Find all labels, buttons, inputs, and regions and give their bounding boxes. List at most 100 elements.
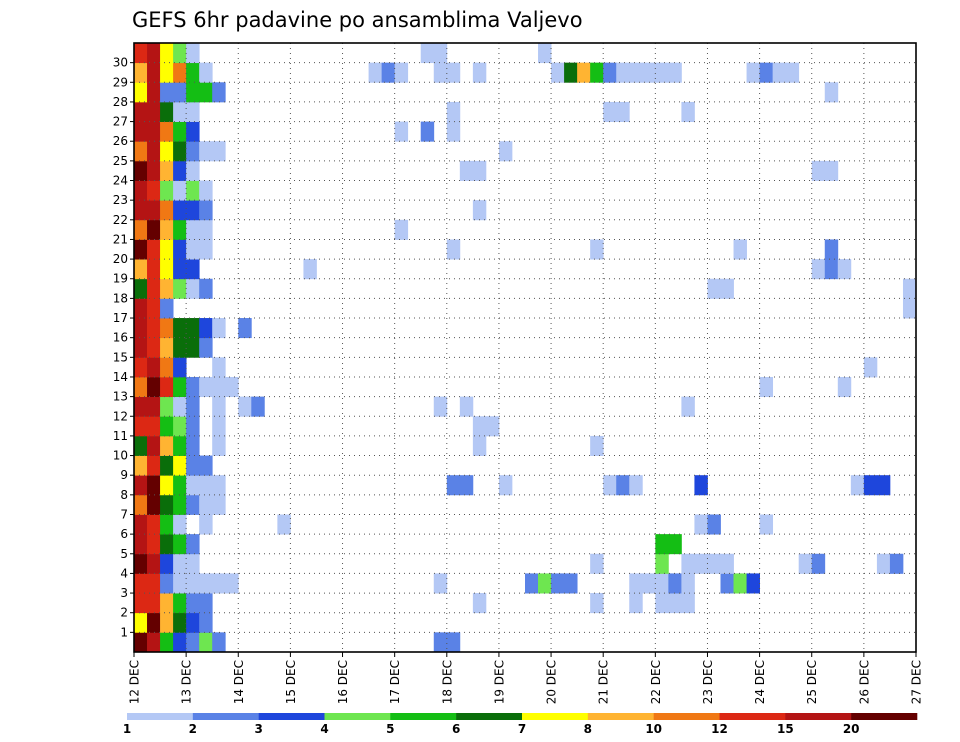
colorbar-swatch [192, 713, 259, 720]
colorbar-swatch [324, 713, 391, 720]
heatmap-cell [160, 534, 174, 555]
heatmap-cell [472, 160, 487, 181]
heatmap-cell [212, 416, 226, 437]
heatmap-cell [147, 121, 161, 142]
heatmap-cell [160, 278, 174, 299]
heatmap-cell [134, 180, 148, 201]
heatmap-cell [212, 573, 226, 594]
heatmap-cell [212, 494, 226, 515]
chart-title: GEFS 6hr padavine po ansamblima Valjevo [132, 8, 583, 32]
heatmap-cell [199, 219, 213, 240]
y-tick-label: 8 [120, 488, 128, 502]
heatmap-cell [303, 259, 317, 280]
colorbar-swatch [127, 713, 194, 720]
heatmap-cell [603, 62, 617, 83]
heatmap-cell [199, 278, 213, 299]
x-tick-label: 18 DEC [440, 660, 454, 704]
heatmap-cell [212, 396, 226, 417]
heatmap-cell [134, 141, 148, 162]
heatmap-cell [147, 62, 161, 83]
y-tick-label: 19 [113, 272, 128, 286]
heatmap-cell [134, 101, 148, 122]
colorbar-swatch [785, 713, 852, 720]
x-tick-label: 19 DEC [492, 660, 506, 704]
heatmap-cell [681, 573, 695, 594]
heatmap-cell [811, 553, 826, 574]
y-tick-label: 6 [120, 527, 128, 541]
heatmap-cell [160, 632, 174, 653]
heatmap-cell [173, 357, 187, 378]
heatmap-cell [186, 101, 200, 122]
heatmap-cell [837, 376, 852, 398]
heatmap-cell [134, 494, 148, 515]
heatmap-cell [134, 416, 148, 437]
heatmap-cell [212, 376, 226, 398]
heatmap-cell [199, 593, 213, 614]
x-axis-ticks: 12 DEC 13 DEC 14 DEC 15 DEC 16 DEC 17 DEC 18 D… [128, 652, 924, 704]
heatmap-cell [472, 593, 487, 614]
heatmap-cell [160, 43, 174, 64]
heatmap-cell [629, 475, 643, 496]
heatmap-cell [186, 62, 200, 83]
heatmap-cell [134, 278, 148, 299]
y-tick-label: 28 [113, 95, 128, 109]
heatmap-cell [160, 573, 174, 594]
x-tick-label: 12 DEC [128, 660, 142, 704]
heatmap-cell [590, 239, 604, 260]
heatmap-cell [134, 160, 148, 181]
heatmap-cell [746, 573, 760, 594]
heatmap-cell [147, 82, 161, 103]
heatmap-cell [186, 632, 200, 653]
heatmap-cell [186, 455, 200, 476]
heatmap-cell [694, 553, 708, 574]
heatmap-cell [173, 396, 187, 417]
heatmap-cell [186, 121, 200, 142]
heatmap-cell [160, 259, 174, 280]
heatmap-cell [212, 435, 226, 456]
heatmap-cell [147, 475, 161, 496]
y-tick-label: 4 [120, 566, 128, 580]
colorbar-label: 2 [189, 722, 197, 736]
heatmap-cell [433, 573, 448, 594]
heatmap-cell [134, 43, 148, 64]
heatmap-cell [472, 62, 487, 83]
heatmap-cell [186, 180, 200, 201]
heatmap-cell [199, 475, 213, 496]
x-tick-label: 15 DEC [284, 660, 298, 704]
heatmap-cell [186, 278, 200, 299]
heatmap-cell [186, 318, 200, 339]
y-tick-label: 25 [113, 154, 128, 168]
heatmap-cell [746, 62, 760, 83]
heatmap-cell [225, 376, 239, 398]
colorbar-label: 3 [254, 722, 262, 736]
y-tick-label: 22 [113, 213, 128, 227]
heatmap-cell [498, 141, 513, 162]
heatmap-cell [824, 160, 839, 181]
heatmap-cell [694, 475, 708, 496]
heatmap-cell [863, 357, 878, 378]
colorbar-swatch [719, 713, 786, 720]
y-tick-label: 29 [113, 75, 128, 89]
heatmap-cell [212, 357, 226, 378]
heatmap-cell [134, 376, 148, 398]
heatmap-cell [173, 101, 187, 122]
y-tick-label: 26 [113, 134, 128, 148]
heatmap-cell [199, 141, 213, 162]
heatmap-cell [173, 180, 187, 201]
colorbar-swatch [522, 713, 589, 720]
heatmap-cell [199, 318, 213, 339]
heatmap-cell [147, 298, 161, 319]
heatmap-cell [160, 593, 174, 614]
heatmap-cell [160, 62, 174, 83]
heatmap-cell [173, 416, 187, 437]
y-tick-label: 24 [113, 174, 128, 188]
heatmap-cell [134, 82, 148, 103]
colorbar-label: 6 [452, 722, 460, 736]
heatmap-cell [147, 455, 161, 476]
heatmap-cell [173, 337, 187, 358]
heatmap-cell [199, 200, 213, 221]
heatmap-cell [629, 62, 643, 83]
heatmap-cell [186, 435, 200, 456]
colorbar-label: 10 [645, 722, 662, 736]
heatmap-cell [433, 43, 448, 64]
